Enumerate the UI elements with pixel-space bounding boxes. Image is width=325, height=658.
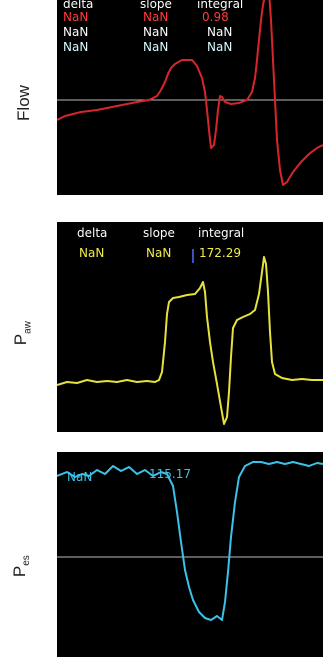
paw-header-integral: integral	[198, 226, 245, 240]
paw-row1-delta: NaN	[79, 246, 105, 260]
flow-row2-integral: NaN	[207, 25, 233, 39]
flow-row1-integral: 0.98	[202, 10, 229, 24]
pes-row1-delta: NaN	[67, 470, 93, 484]
paw-row1-slope: NaN	[146, 246, 172, 260]
flow-row2-slope: NaN	[143, 25, 169, 39]
flow-axis-label: Flow	[13, 85, 33, 121]
flow-header-delta: delta	[63, 0, 94, 11]
flow-trace	[57, 0, 323, 186]
flow-row3-slope: NaN	[143, 40, 169, 54]
pes-waveform-panel: NaN 115.17	[57, 452, 323, 657]
flow-row1-delta: NaN	[63, 10, 89, 24]
pes-row1-integral: 115.17	[149, 467, 191, 481]
paw-header-delta: delta	[77, 226, 108, 240]
pes-waveform-svg	[57, 461, 323, 621]
paw-row1-integral: 172.29	[199, 246, 241, 260]
paw-axis-label: Paw	[10, 321, 34, 346]
flow-row1-slope: NaN	[143, 10, 169, 24]
paw-waveform-svg	[57, 249, 323, 425]
flow-row3-integral: NaN	[207, 40, 233, 54]
flow-header-slope: slope	[140, 0, 172, 11]
paw-header-slope: slope	[143, 226, 175, 240]
flow-row2-delta: NaN	[63, 25, 89, 39]
flow-row3-delta: NaN	[63, 40, 89, 54]
pes-trace	[57, 461, 323, 621]
flow-waveform-panel: delta slope integral NaN NaN 0.98 NaN Na…	[57, 0, 323, 195]
pes-axis-label: Pes	[9, 555, 33, 578]
flow-waveform-svg	[57, 0, 323, 186]
paw-waveform-panel: delta slope integral NaN NaN 172.29	[57, 222, 323, 432]
paw-trace	[57, 256, 323, 425]
flow-header-integral: integral	[197, 0, 244, 11]
